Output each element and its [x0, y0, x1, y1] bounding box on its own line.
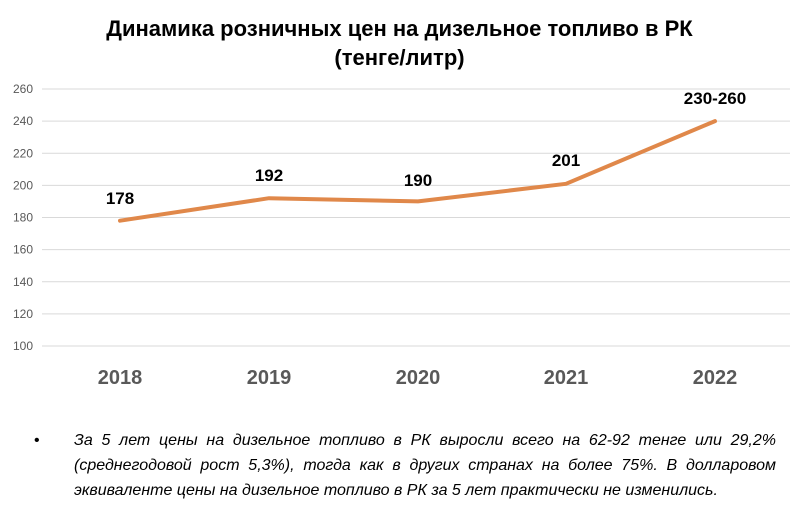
chart-title-line1: Динамика розничных цен на дизельное топл…: [106, 16, 693, 41]
y-axis-ticks: 100 120 140 160 180 200 220 240 260: [13, 82, 33, 353]
data-label: 178: [106, 189, 134, 208]
x-category-label: 2020: [396, 367, 441, 389]
data-label: 201: [552, 151, 580, 170]
y-tick-label: 180: [13, 211, 33, 225]
x-category-label: 2021: [544, 367, 589, 389]
y-tick-label: 220: [13, 146, 33, 160]
y-tick-label: 240: [13, 114, 33, 128]
series-line: [118, 119, 717, 223]
data-labels: 178 192 190 201 230-260: [106, 89, 746, 208]
y-tick-label: 120: [13, 307, 33, 321]
data-label: 230-260: [684, 89, 746, 108]
x-axis-categories: 2018 2019 2020 2021 2022: [98, 367, 738, 389]
footnote: • За 5 лет цены на дизельное топливо в Р…: [34, 428, 776, 503]
y-tick-label: 140: [13, 275, 33, 289]
line-chart: 100 120 140 160 180 200 220 240 260 2018 2019 2020…: [13, 82, 790, 389]
series-line-group: [118, 119, 717, 223]
gridlines: [42, 88, 790, 347]
bullet-icon: •: [34, 432, 40, 449]
x-category-label: 2022: [693, 367, 738, 389]
data-label: 190: [404, 171, 432, 190]
y-tick-label: 260: [13, 82, 33, 96]
data-label: 192: [255, 166, 283, 185]
y-tick-label: 160: [13, 243, 33, 257]
y-tick-label: 100: [13, 339, 33, 353]
chart-title-line2: (тенге/литр): [334, 45, 465, 70]
footnote-text: За 5 лет цены на дизельное топливо в РК …: [74, 432, 776, 499]
x-category-label: 2019: [247, 367, 292, 389]
chart-title: Динамика розничных цен на дизельное топл…: [0, 14, 799, 72]
x-category-label: 2018: [98, 367, 143, 389]
y-tick-label: 200: [13, 178, 33, 192]
